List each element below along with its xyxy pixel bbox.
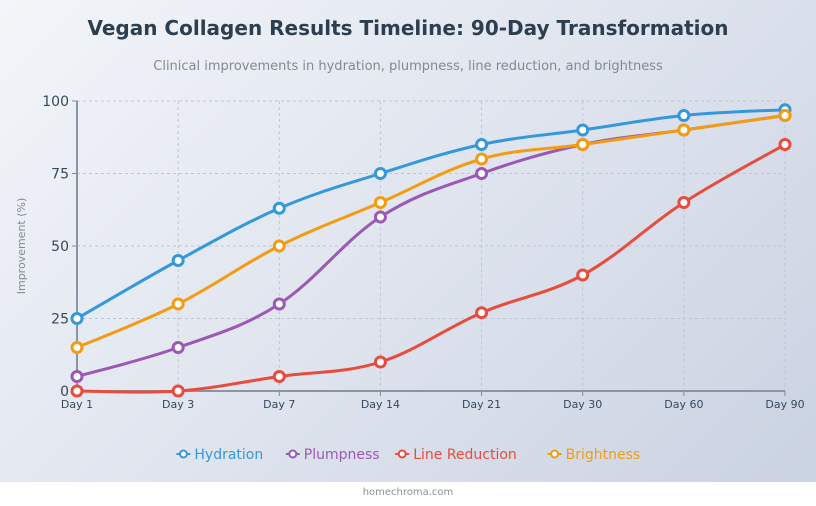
data-point-brightness [778, 109, 792, 122]
data-point-plumpness [272, 297, 286, 311]
data-point-plumpness [171, 341, 185, 354]
legend-item-plumpness[interactable]: Plumpness [285, 447, 380, 463]
line-chart: 0 25 50 75 100 Day 1 Day 3 Day 7 Day 14 Day 21 Day… [15, 94, 805, 463]
series-line-hydration [76, 108, 786, 320]
legend-item-brightness[interactable]: Brightness [547, 447, 641, 463]
legend-marker-icon [397, 449, 407, 459]
x-tick-label: Day 3 [162, 398, 194, 411]
data-point-brightness [373, 196, 387, 209]
data-point-line-reduction [272, 370, 286, 383]
legend-label: Plumpness [304, 447, 380, 463]
legend-marker-icon [178, 449, 188, 459]
legend-label: Hydration [194, 447, 263, 463]
data-point-brightness [272, 239, 286, 253]
legend-item-hydration[interactable]: Hydration [176, 447, 263, 463]
legend-marker-icon [288, 449, 298, 459]
y-axis-label: Improvement (%) [15, 198, 28, 295]
chart-title: Vegan Collagen Results Timeline: 90-Day … [87, 16, 729, 40]
y-tick-label: 50 [51, 239, 69, 255]
x-tick-label: Day 1 [61, 398, 93, 411]
data-point-hydration [576, 123, 590, 137]
data-point-plumpness [373, 210, 387, 224]
data-point-hydration [475, 138, 489, 151]
y-tick-label: 25 [51, 312, 69, 328]
data-point-brightness [677, 123, 691, 137]
x-tick-label: Day 7 [263, 398, 295, 411]
x-tick-label: Day 30 [563, 398, 602, 411]
data-point-brightness [70, 341, 84, 354]
y-tick-label: 0 [60, 384, 69, 400]
data-point-line-reduction [778, 138, 792, 151]
series-line-line-reduction [76, 143, 786, 394]
data-point-hydration [373, 167, 387, 180]
data-point-hydration [70, 312, 84, 325]
legend-item-line-reduction[interactable]: Line Reduction [395, 447, 517, 463]
data-point-line-reduction [70, 384, 84, 398]
data-point-line-reduction [475, 306, 489, 320]
x-tick-label: Day 21 [462, 398, 501, 411]
data-point-plumpness [70, 370, 84, 383]
data-point-hydration [171, 254, 185, 267]
x-tick-label: Day 60 [664, 398, 703, 411]
data-point-hydration [677, 109, 691, 122]
data-point-plumpness [475, 167, 489, 180]
data-point-brightness [171, 297, 185, 311]
data-point-brightness [576, 138, 590, 151]
legend-label: Brightness [566, 447, 641, 463]
data-point-line-reduction [576, 268, 590, 282]
x-tick-label: Day 90 [765, 398, 804, 411]
legend-label: Line Reduction [413, 447, 517, 463]
chart-subtitle: Clinical improvements in hydration, plum… [153, 59, 663, 74]
data-point-hydration [272, 201, 286, 215]
legend-marker-icon [550, 449, 560, 459]
data-point-brightness [475, 152, 489, 166]
data-point-line-reduction [677, 196, 691, 209]
footer-source: homechroma.com [0, 482, 816, 506]
y-tick-label: 75 [51, 167, 69, 183]
x-tick-label: Day 14 [361, 398, 400, 411]
y-tick-label: 100 [42, 94, 69, 110]
series-line-brightness [76, 114, 786, 349]
data-point-line-reduction [373, 355, 387, 369]
data-point-line-reduction [171, 384, 185, 398]
